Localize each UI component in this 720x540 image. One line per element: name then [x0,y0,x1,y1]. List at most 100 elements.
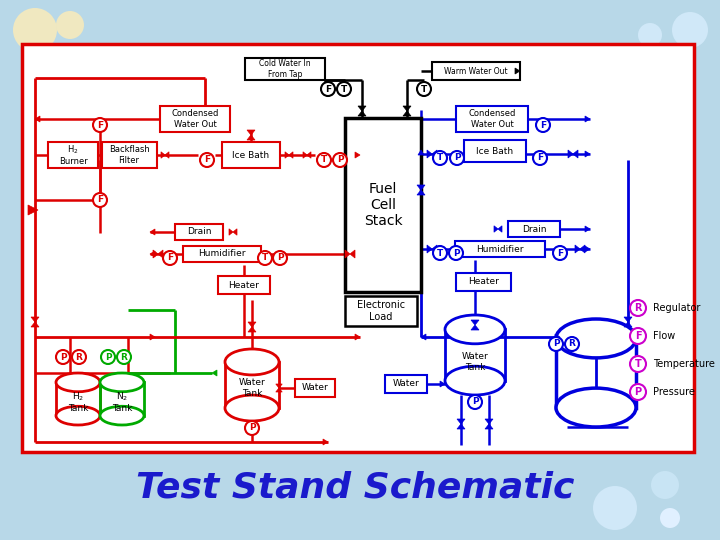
Text: P: P [337,156,343,165]
Text: Fuel
Cell
Stack: Fuel Cell Stack [364,182,402,228]
Polygon shape [417,185,425,190]
Polygon shape [485,424,493,429]
Polygon shape [585,246,590,252]
Bar [456,106,528,132]
Text: Pressure: Pressure [653,387,695,397]
Text: Heater: Heater [228,280,259,289]
Polygon shape [161,152,165,158]
Bar [183,246,261,262]
Polygon shape [498,226,502,232]
Circle shape [630,356,646,372]
Polygon shape [150,334,155,340]
Bar [508,221,560,237]
Text: H$_2$
Burner: H$_2$ Burner [58,144,87,166]
Text: F: F [97,195,103,205]
Polygon shape [432,245,437,253]
Circle shape [93,193,107,207]
Polygon shape [432,150,437,158]
Circle shape [321,82,335,96]
Polygon shape [233,229,237,235]
Polygon shape [494,226,498,232]
Polygon shape [247,130,255,135]
Polygon shape [31,322,39,327]
Text: T: T [437,248,443,258]
Polygon shape [403,106,411,111]
Polygon shape [427,245,432,253]
Polygon shape [417,190,425,195]
Text: Drain: Drain [186,227,211,237]
Polygon shape [457,424,465,429]
Circle shape [245,421,259,435]
Circle shape [433,151,447,165]
Text: F: F [635,331,642,341]
Polygon shape [247,135,255,140]
Text: Electronic
Load: Electronic Load [357,300,405,322]
Polygon shape [248,428,256,433]
Circle shape [101,350,115,364]
Text: N$_2$
Tank: N$_2$ Tank [112,390,132,414]
Text: R: R [76,353,82,361]
Polygon shape [303,152,307,158]
Circle shape [536,118,550,132]
Polygon shape [355,152,360,158]
Polygon shape [307,152,311,158]
Polygon shape [457,419,465,424]
Polygon shape [31,317,39,322]
Polygon shape [440,381,445,387]
Circle shape [450,151,464,165]
Ellipse shape [100,373,144,392]
Circle shape [417,82,431,96]
Text: F: F [97,120,103,130]
Text: Flow: Flow [653,331,675,341]
Polygon shape [403,111,411,116]
Polygon shape [345,250,350,258]
Polygon shape [248,423,256,428]
Text: T: T [421,84,427,93]
Circle shape [200,153,214,167]
Text: P: P [104,353,112,361]
Text: T: T [262,253,268,262]
Text: F: F [325,84,331,93]
Bar [456,273,511,291]
Text: P: P [454,153,460,163]
Text: H$_2$
Tank: H$_2$ Tank [68,390,88,414]
Polygon shape [418,150,424,155]
Ellipse shape [445,366,505,395]
Polygon shape [358,106,366,111]
Polygon shape [289,152,293,158]
Circle shape [660,508,680,528]
Text: Regulator: Regulator [653,303,701,313]
Circle shape [333,153,347,167]
Text: P: P [453,248,459,258]
Polygon shape [624,322,632,327]
Bar [22,44,694,452]
Circle shape [273,251,287,265]
Polygon shape [471,320,479,325]
Circle shape [630,328,646,344]
Text: Temperature: Temperature [653,359,715,369]
Bar [245,58,325,80]
Circle shape [630,300,646,316]
Polygon shape [355,334,360,340]
Text: F: F [540,120,546,130]
Circle shape [565,337,579,351]
Polygon shape [358,111,366,116]
Text: Condensed
Water Out: Condensed Water Out [468,109,516,129]
Ellipse shape [225,349,279,375]
Circle shape [13,8,57,52]
Circle shape [549,337,563,351]
Bar [432,62,520,80]
Polygon shape [485,419,493,424]
Polygon shape [350,250,355,258]
Polygon shape [471,325,479,330]
Circle shape [117,350,131,364]
Bar [102,142,157,168]
Circle shape [337,82,351,96]
Text: F: F [167,253,173,262]
Polygon shape [248,327,256,332]
Ellipse shape [56,406,100,425]
Text: P: P [60,353,66,361]
Polygon shape [575,245,580,253]
Text: T: T [634,359,642,369]
Bar [222,142,280,168]
